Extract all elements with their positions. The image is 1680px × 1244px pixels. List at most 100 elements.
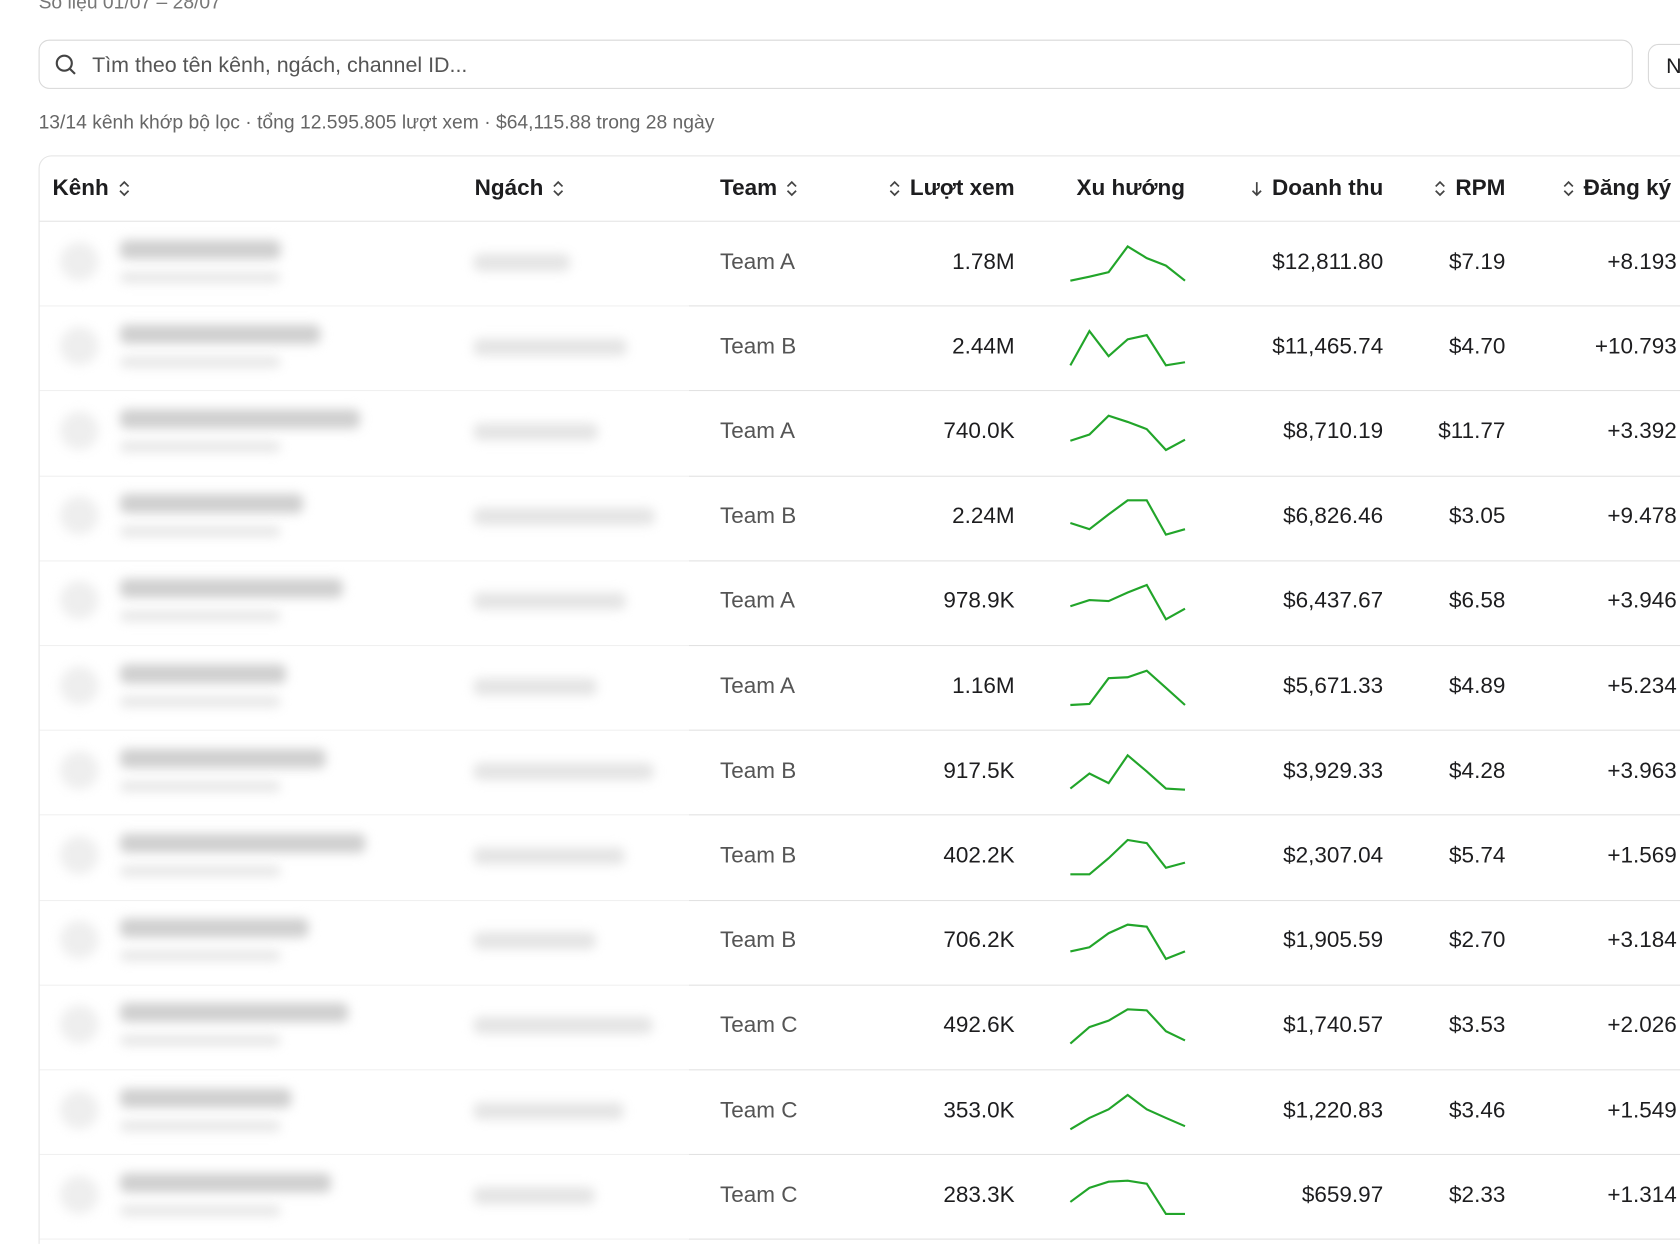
team: Team A	[720, 249, 796, 274]
row-divider	[688, 899, 1680, 901]
blurred-id	[120, 1205, 281, 1216]
views: 706.2K	[943, 928, 1015, 953]
blurred-name	[120, 324, 321, 344]
team: Team B	[720, 928, 797, 953]
col-label: Ngách	[474, 175, 544, 201]
team: Team C	[720, 1182, 798, 1208]
row-divider	[39, 729, 689, 731]
revenue: $6,437.67	[1283, 588, 1384, 614]
col-header[interactable]: Kênh	[53, 176, 131, 202]
row-divider	[688, 1069, 1680, 1071]
rpm: $7.19	[1449, 249, 1506, 274]
subscribers: +5.234	[1607, 673, 1677, 699]
rpm: $3.46	[1449, 1097, 1506, 1123]
blurred-name	[120, 239, 281, 259]
team: Team C	[720, 1012, 798, 1038]
search-box[interactable]: Tìm theo tên kênh, ngách, channel ID...	[38, 39, 1633, 89]
blurred-avatar	[60, 835, 99, 875]
subscribers: +9.478	[1607, 503, 1677, 529]
row-divider	[39, 1069, 689, 1071]
col-header[interactable]: Team	[720, 176, 799, 202]
row-divider	[39, 984, 689, 986]
row-divider	[688, 814, 1680, 816]
blurred-niche	[473, 1186, 595, 1205]
row-divider	[688, 305, 1680, 307]
sparkline	[1069, 1008, 1186, 1045]
col-header[interactable]: RPM	[1434, 176, 1505, 202]
rpm: $4.28	[1449, 758, 1506, 783]
row-divider	[688, 560, 1680, 562]
team: Team A	[720, 588, 796, 614]
views: 2.44M	[952, 334, 1015, 359]
trend-line	[1070, 584, 1186, 622]
revenue: $6,826.46	[1283, 503, 1384, 529]
views: 2.24M	[952, 503, 1015, 529]
button[interactable]: N	[1647, 43, 1680, 89]
row-divider	[39, 899, 689, 901]
col-header[interactable]: Ngách	[475, 176, 565, 202]
subscribers: +8.193	[1607, 249, 1677, 274]
sparkline	[1069, 328, 1186, 367]
col-header[interactable]: Lượt xem	[888, 176, 1015, 202]
blurred-id	[120, 1120, 281, 1131]
blurred-avatar	[60, 411, 99, 451]
blurred-avatar	[60, 496, 99, 535]
sparkline	[1070, 669, 1186, 706]
col-label: Xu hướng	[1076, 175, 1186, 201]
blurred-avatar	[60, 241, 99, 281]
revenue: $11,465.74	[1272, 334, 1384, 359]
sparkline	[1069, 1179, 1186, 1215]
rpm: $2.33	[1449, 1182, 1506, 1208]
button-label: N	[1666, 55, 1680, 80]
views: 1.16M	[952, 673, 1015, 699]
row-divider	[39, 645, 689, 647]
sort-desc-icon	[1252, 182, 1262, 197]
blurred-niche	[473, 1102, 624, 1120]
col-label: Doanh thu	[1271, 175, 1384, 201]
rpm: $6.58	[1449, 588, 1506, 614]
blurred-niche	[473, 847, 625, 865]
blurred-name	[120, 409, 361, 429]
col-header[interactable]: Xu hướng	[1076, 176, 1185, 202]
views: 402.2K	[943, 843, 1015, 868]
team: Team B	[720, 503, 797, 529]
blurred-avatar	[60, 920, 99, 960]
subscribers: +3.963	[1607, 758, 1677, 783]
row-divider	[39, 1154, 689, 1156]
views: 1.78M	[952, 249, 1015, 274]
sparkline	[1070, 499, 1186, 537]
col-label: Đăng ký	[1583, 175, 1672, 201]
team: Team A	[720, 418, 796, 444]
blurred-id	[120, 695, 281, 707]
rpm: $2.70	[1449, 928, 1506, 953]
subscribers: +1.314	[1607, 1182, 1677, 1208]
views: 978.9K	[943, 588, 1015, 614]
rpm: $11.77	[1438, 418, 1506, 444]
row-divider	[688, 645, 1680, 647]
revenue: $2,307.04	[1283, 843, 1384, 868]
blurred-name	[120, 918, 309, 938]
revenue: $8,710.19	[1283, 418, 1384, 444]
header-divider	[39, 220, 1680, 222]
trend-line	[1069, 1008, 1186, 1045]
sort-icon	[1435, 180, 1446, 197]
col-header[interactable]: Đăng ký	[1562, 176, 1671, 202]
row-divider	[688, 1238, 1680, 1241]
row-divider	[39, 475, 689, 477]
blurred-niche	[473, 338, 627, 356]
blurred-name	[120, 833, 366, 853]
team: Team A	[720, 673, 796, 699]
col-header[interactable]: Doanh thu	[1251, 175, 1384, 202]
team: Team B	[720, 758, 797, 783]
row-divider	[688, 1154, 1680, 1156]
trend-line	[1069, 753, 1186, 791]
sparkline	[1069, 1093, 1186, 1130]
row-divider	[688, 729, 1680, 731]
blurred-niche	[473, 423, 598, 441]
blurred-avatar	[60, 1005, 99, 1044]
col-label: RPM	[1455, 175, 1506, 201]
sparkline	[1070, 838, 1186, 876]
row-divider	[688, 984, 1680, 986]
row-divider	[39, 1238, 689, 1241]
